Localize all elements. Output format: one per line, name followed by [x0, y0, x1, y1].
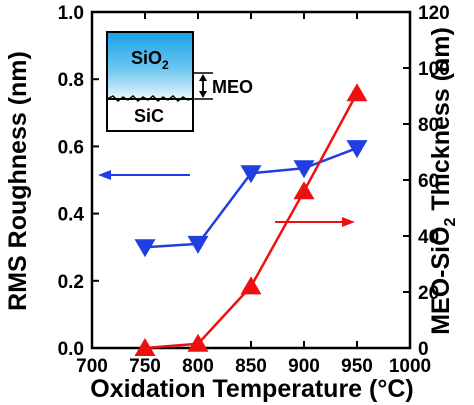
right-y-axis-title: MEO-SiO2 Thickness (nm) — [427, 27, 459, 335]
left-y-axis-title: RMS Roughness (nm) — [4, 51, 32, 311]
left-y-tick-label: 0.2 — [58, 272, 84, 293]
left-y-tick-label: 0.6 — [58, 137, 84, 158]
axis-ticks: 700 750 800 850 900 950 10000.00.20.40.60.81.0… — [58, 3, 450, 377]
right-axis-arrow — [275, 217, 355, 227]
right-y-tick-label: 20 — [418, 283, 439, 304]
left-y-tick-label: 0.4 — [58, 205, 85, 226]
x-axis-title: Oxidation Temperature (°C) — [90, 375, 413, 403]
left-axis-arrow — [98, 170, 190, 180]
series-layer — [134, 83, 368, 356]
meo-label: MEO — [212, 77, 253, 97]
series-0-marker — [293, 160, 315, 179]
x-tick-label: 800 — [182, 356, 214, 377]
right-y-tick-label: 40 — [418, 227, 439, 248]
series-1-marker — [240, 276, 262, 295]
interface-roughness — [106, 95, 194, 102]
series-0-line — [144, 146, 358, 249]
series-1-marker — [293, 181, 315, 200]
series-1-marker — [134, 338, 156, 356]
x-tick-label: 900 — [288, 356, 320, 377]
x-tick-label: 850 — [235, 356, 267, 377]
left-y-tick-label: 0.0 — [58, 339, 84, 360]
x-tick-label: 1000 — [389, 356, 431, 377]
x-tick-label: 750 — [129, 356, 161, 377]
series-1-marker — [346, 83, 368, 102]
left-y-tick-label: 1.0 — [58, 3, 84, 24]
series-0-marker — [240, 165, 262, 184]
series-0-marker — [187, 235, 209, 254]
sio2-layer — [106, 31, 194, 100]
sio2-label: SiO2 — [131, 48, 169, 72]
series-1-marker — [187, 333, 209, 352]
x-tick-label: 950 — [341, 356, 373, 377]
layer-schematic-inset: SiO2 SiC MEO — [106, 31, 253, 132]
sic-label: SiC — [134, 106, 164, 126]
right-y-tick-label: 120 — [418, 3, 450, 24]
right-y-tick-label: 80 — [418, 115, 439, 136]
series-0-marker — [134, 239, 156, 258]
right-y-tick-label: 0 — [418, 339, 429, 360]
right-y-tick-label: 60 — [418, 171, 439, 192]
x-tick-label: 700 — [76, 356, 108, 377]
right-y-tick-label: 100 — [418, 59, 450, 80]
left-y-tick-label: 0.8 — [58, 70, 84, 91]
series-0-marker — [346, 140, 368, 159]
